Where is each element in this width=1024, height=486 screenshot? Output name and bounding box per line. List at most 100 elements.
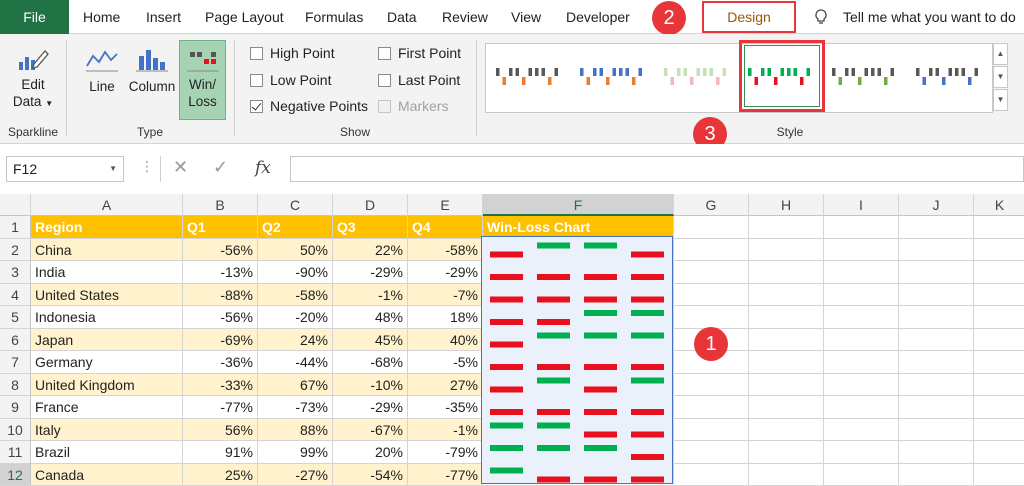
row-header[interactable]: 2 <box>0 238 31 261</box>
empty-cell[interactable] <box>749 261 824 284</box>
selected-style-highlight[interactable] <box>739 40 825 112</box>
quarter-value-cell[interactable]: 91% <box>183 441 258 464</box>
region-cell[interactable]: United States <box>31 283 183 306</box>
tab-view[interactable]: View <box>511 9 542 25</box>
region-cell[interactable]: Germany <box>31 351 183 374</box>
table-header-cell[interactable]: Q3 <box>333 216 408 239</box>
region-cell[interactable]: Brazil <box>31 441 183 464</box>
quarter-value-cell[interactable]: -58% <box>408 238 483 261</box>
row-header[interactable]: 12 <box>0 463 31 486</box>
quarter-value-cell[interactable]: 88% <box>258 418 333 441</box>
region-cell[interactable]: India <box>31 261 183 284</box>
empty-cell[interactable] <box>749 306 824 329</box>
checkbox-box[interactable] <box>378 47 391 60</box>
region-cell[interactable]: Japan <box>31 328 183 351</box>
empty-cell[interactable] <box>824 441 899 464</box>
sparkline-style-thumbnails[interactable] <box>486 44 992 112</box>
empty-cell[interactable] <box>749 351 824 374</box>
empty-cell[interactable] <box>824 306 899 329</box>
column-header-d[interactable]: D <box>333 194 408 216</box>
last-point-checkbox[interactable]: Last Point <box>378 71 460 89</box>
sparkline-style-option[interactable] <box>496 68 558 85</box>
sparkline-style-option[interactable] <box>664 68 726 85</box>
row-header[interactable]: 3 <box>0 261 31 284</box>
quarter-value-cell[interactable]: -1% <box>408 418 483 441</box>
tab-page-layout[interactable]: Page Layout <box>205 9 284 25</box>
region-cell[interactable]: United Kingdom <box>31 373 183 396</box>
empty-cell[interactable] <box>899 351 974 374</box>
empty-cell[interactable] <box>974 261 1024 284</box>
empty-cell[interactable] <box>749 238 824 261</box>
checkbox-box-checked[interactable] <box>250 100 263 113</box>
empty-cell[interactable] <box>674 396 749 419</box>
empty-cell[interactable] <box>974 239 1024 261</box>
win-loss-button[interactable]: Win/ Loss <box>179 40 226 120</box>
region-cell[interactable]: China <box>31 238 183 261</box>
empty-cell[interactable] <box>974 351 1024 374</box>
empty-cell[interactable] <box>824 216 899 239</box>
empty-cell[interactable] <box>749 216 824 239</box>
check-icon[interactable]: ✓ <box>213 157 229 177</box>
quarter-value-cell[interactable]: -29% <box>333 261 408 284</box>
quarter-value-cell[interactable]: -10% <box>333 373 408 396</box>
empty-cell[interactable] <box>749 396 824 419</box>
empty-cell[interactable] <box>899 463 974 486</box>
quarter-value-cell[interactable]: -33% <box>183 373 258 396</box>
quarter-value-cell[interactable]: -27% <box>258 463 333 486</box>
region-cell[interactable]: Italy <box>31 418 183 441</box>
tab-data[interactable]: Data <box>387 9 417 25</box>
tab-file[interactable]: File <box>0 0 69 34</box>
table-header-cell[interactable]: Win-Loss Chart <box>483 216 674 239</box>
quarter-value-cell[interactable]: -73% <box>258 396 333 419</box>
column-header-e[interactable]: E <box>408 194 483 216</box>
empty-cell[interactable] <box>824 261 899 284</box>
empty-cell[interactable] <box>824 373 899 396</box>
quarter-value-cell[interactable]: 48% <box>333 306 408 329</box>
row-header[interactable]: 10 <box>0 418 31 441</box>
row-header[interactable]: 1 <box>0 216 31 239</box>
column-header-f[interactable]: F <box>483 194 674 216</box>
empty-cell[interactable] <box>899 238 974 261</box>
empty-cell[interactable] <box>974 441 1024 464</box>
quarter-value-cell[interactable]: -56% <box>183 238 258 261</box>
quarter-value-cell[interactable]: 25% <box>183 463 258 486</box>
empty-cell[interactable] <box>674 238 749 261</box>
sparkline-style-option[interactable] <box>748 68 810 85</box>
checkbox-box[interactable] <box>250 47 263 60</box>
sparkline-style-option[interactable] <box>580 68 642 85</box>
empty-cell[interactable] <box>824 238 899 261</box>
empty-cell[interactable] <box>674 283 749 306</box>
column-header-h[interactable]: H <box>749 194 824 216</box>
column-header-k[interactable]: K <box>974 194 1024 216</box>
checkbox-box[interactable] <box>250 74 263 87</box>
empty-cell[interactable] <box>899 328 974 351</box>
scroll-down-icon[interactable]: ▼ <box>993 66 1008 88</box>
empty-cell[interactable] <box>674 441 749 464</box>
tell-me-search[interactable]: Tell me what you want to do <box>843 9 1016 25</box>
empty-cell[interactable] <box>749 463 824 486</box>
quarter-value-cell[interactable]: 99% <box>258 441 333 464</box>
empty-cell[interactable] <box>899 306 974 329</box>
quarter-value-cell[interactable]: -69% <box>183 328 258 351</box>
region-cell[interactable]: France <box>31 396 183 419</box>
empty-cell[interactable] <box>749 328 824 351</box>
cancel-icon[interactable]: ✕ <box>173 157 189 177</box>
region-cell[interactable]: Canada <box>31 463 183 486</box>
empty-cell[interactable] <box>899 418 974 441</box>
empty-cell[interactable] <box>824 351 899 374</box>
formula-input[interactable] <box>290 156 1024 182</box>
tab-insert[interactable]: Insert <box>146 9 182 25</box>
row-header[interactable]: 9 <box>0 396 31 419</box>
name-box[interactable]: F12 ▼ <box>6 156 124 182</box>
empty-cell[interactable] <box>749 283 824 306</box>
empty-cell[interactable] <box>824 283 899 306</box>
tab-design[interactable]: Design <box>702 1 796 33</box>
column-header-b[interactable]: B <box>183 194 258 216</box>
quarter-value-cell[interactable]: 20% <box>333 441 408 464</box>
row-header[interactable]: 7 <box>0 351 31 374</box>
quarter-value-cell[interactable]: -5% <box>408 351 483 374</box>
quarter-value-cell[interactable]: -77% <box>183 396 258 419</box>
column-header-a[interactable]: A <box>31 194 183 216</box>
tab-home[interactable]: Home <box>83 9 121 25</box>
quarter-value-cell[interactable]: 24% <box>258 328 333 351</box>
